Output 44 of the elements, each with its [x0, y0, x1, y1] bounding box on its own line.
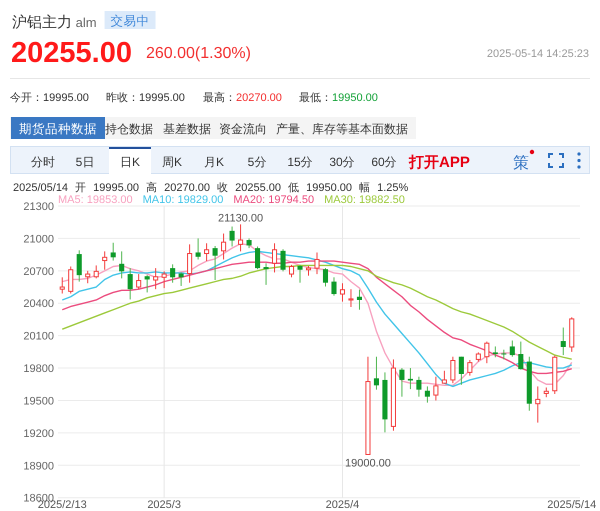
- y-tick-label: 20100: [23, 330, 54, 343]
- annotation: 5分: [248, 155, 266, 169]
- legend-item: MA30: 19882.50: [324, 194, 405, 206]
- annotation: 昨收：19995.00: [106, 92, 185, 104]
- y-tick-label: 19500: [23, 395, 54, 408]
- annotation: 19000.00: [345, 457, 391, 470]
- annotation: 策: [513, 155, 529, 172]
- annotation: 期货品种数据: [19, 122, 97, 136]
- y-tick-label: 21000: [23, 233, 54, 246]
- annotation: 15分: [287, 155, 313, 169]
- annotation: 60分: [371, 155, 397, 169]
- annotation: 30分: [329, 155, 355, 169]
- annotation: 产量、库存等基本面数据: [276, 122, 408, 136]
- title: 沪铝主力 alm: [12, 14, 97, 31]
- annotation: 打开APP: [409, 154, 470, 171]
- annotation: 2025-05-14 14:25:23: [486, 48, 589, 60]
- x-tick-label: 2025/5/14: [547, 499, 596, 511]
- annotation: 持仓数据: [105, 122, 153, 136]
- legend-item: MA10: 19829.00: [142, 194, 224, 206]
- x-tick-label: 2025/4: [326, 499, 360, 511]
- legend-item: MA20: 19794.50: [233, 194, 314, 206]
- annotation: 260.00(1.30%): [146, 45, 251, 62]
- annotation: 21130.00: [218, 212, 264, 224]
- annotation: 20255.00: [11, 37, 132, 69]
- y-tick-label: 19800: [23, 363, 54, 376]
- x-tick-label: 2025/3: [147, 499, 181, 511]
- annotation: 周K: [162, 155, 182, 169]
- annotation: 今开：19995.00: [10, 92, 89, 104]
- annotation: 日K: [120, 155, 140, 169]
- annotation: 5日: [76, 155, 94, 169]
- annotation: 最高：20270.00: [203, 92, 282, 104]
- annotation: 基差数据: [163, 122, 211, 136]
- annotation: 资金流向: [219, 122, 267, 136]
- annotation: 分时: [31, 155, 55, 169]
- annotation: 2025/05/14 开 19995.00 高 20270.00 收 20255.00 低 19950.00 幅 1.25%: [13, 182, 408, 194]
- y-tick-label: 19200: [23, 428, 54, 440]
- y-tick-label: 20700: [23, 266, 54, 278]
- y-tick-label: 21300: [23, 201, 54, 213]
- annotation: 月K: [204, 155, 224, 169]
- y-tick-label: 18900: [23, 460, 54, 472]
- annotation: 交易中: [110, 14, 150, 28]
- legend-item: MA5: 19853.00: [58, 194, 133, 206]
- annotation: 最低：19950.00: [299, 92, 378, 104]
- y-tick-label: 20400: [23, 298, 54, 310]
